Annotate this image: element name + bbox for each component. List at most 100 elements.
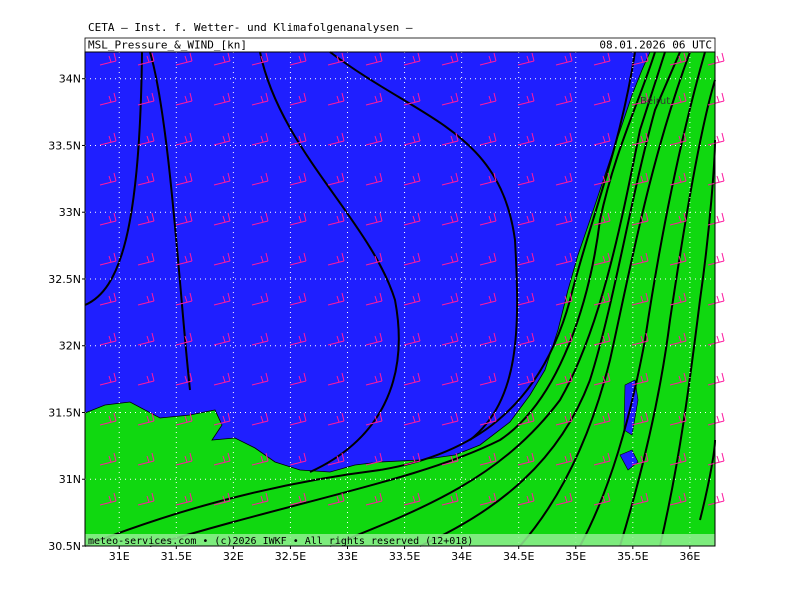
wind-barb [441, 292, 459, 306]
wind-barb [213, 252, 231, 266]
wind-barb [517, 132, 535, 146]
wind-barb [555, 212, 573, 226]
lon-label: 33E [337, 550, 358, 563]
wind-barb [137, 132, 155, 146]
wind-barb [555, 52, 573, 66]
wind-barb [289, 172, 307, 186]
wind-barb [631, 52, 649, 66]
wind-barb [517, 332, 535, 346]
wind-barb [213, 412, 231, 426]
wind-barb [251, 412, 269, 426]
isobars [84, 51, 716, 547]
wind-barb [403, 212, 421, 226]
wind-barb [517, 52, 535, 66]
wind-barb [289, 92, 307, 106]
wind-barb [555, 452, 573, 466]
wind-barb [327, 252, 345, 266]
wind-barb [593, 412, 611, 426]
wind-barb [99, 332, 117, 346]
wind-barb [517, 212, 535, 226]
wind-barb [707, 412, 725, 426]
wind-barb [213, 212, 231, 226]
wind-barb [593, 372, 611, 386]
wind-barb [251, 452, 269, 466]
wind-barb [403, 492, 421, 506]
wind-barb [175, 332, 193, 346]
wind-barb [593, 292, 611, 306]
wind-barb [213, 372, 231, 386]
wind-barb [593, 52, 611, 66]
wind-barb [289, 332, 307, 346]
lat-label: 32N [59, 340, 81, 353]
wind-barb [251, 292, 269, 306]
wind-barb [707, 332, 725, 346]
wind-barb [479, 132, 497, 146]
wind-barb [99, 372, 117, 386]
wind-barb [327, 212, 345, 226]
wind-barb [137, 292, 155, 306]
wind-barb [555, 132, 573, 146]
wind-barb [365, 52, 383, 66]
wind-barb [213, 172, 231, 186]
wind-barb [669, 452, 687, 466]
wind-barb [441, 452, 459, 466]
wind-barb [175, 372, 193, 386]
wind-barb [251, 372, 269, 386]
wind-barb [175, 212, 193, 226]
wind-barb [441, 92, 459, 106]
wind-barb [403, 412, 421, 426]
wind-barb [213, 132, 231, 146]
wind-barb [251, 172, 269, 186]
wind-barb [289, 412, 307, 426]
wind-barb [555, 492, 573, 506]
wind-barb [479, 492, 497, 506]
wind-barb [175, 412, 193, 426]
wind-barb [137, 172, 155, 186]
wind-barb [479, 92, 497, 106]
wind-barb [213, 332, 231, 346]
wind-barb [707, 92, 725, 106]
wind-barb [175, 292, 193, 306]
wind-barb [479, 332, 497, 346]
lat-label: 31N [59, 473, 81, 486]
wind-barb [327, 92, 345, 106]
lon-label: 35E [565, 550, 586, 563]
wind-barb [593, 332, 611, 346]
wind-barb [517, 92, 535, 106]
wind-barb [137, 492, 155, 506]
wind-barbs [99, 52, 725, 506]
wind-barb [365, 492, 383, 506]
wind-barb [99, 452, 117, 466]
wind-barb [137, 52, 155, 66]
wind-barb [669, 172, 687, 186]
wind-barb [213, 292, 231, 306]
wind-barb [289, 372, 307, 386]
valid-time: 08.01.2026 06 UTC [599, 39, 712, 52]
wind-barb [441, 52, 459, 66]
wind-barb [99, 412, 117, 426]
wind-barb [479, 412, 497, 426]
wind-barb [365, 252, 383, 266]
wind-barb [137, 212, 155, 226]
wind-barb [593, 252, 611, 266]
wind-barb [631, 452, 649, 466]
wind-barb [175, 132, 193, 146]
wind-barb [441, 132, 459, 146]
plot-area: meteo-services.com • (c)2026 IWKF • All … [84, 51, 725, 547]
wind-barb [631, 292, 649, 306]
wind-barb [365, 372, 383, 386]
wind-barb [631, 212, 649, 226]
wind-barb [669, 292, 687, 306]
wind-barb [213, 492, 231, 506]
wind-barb [479, 52, 497, 66]
wind-barb [517, 452, 535, 466]
lon-label: 34.5E [503, 550, 534, 563]
wind-barb [289, 452, 307, 466]
wind-barb [403, 92, 421, 106]
wind-barb [479, 252, 497, 266]
wind-barb [707, 452, 725, 466]
wind-barb [593, 172, 611, 186]
wind-barb [327, 372, 345, 386]
wind-barb [707, 252, 725, 266]
